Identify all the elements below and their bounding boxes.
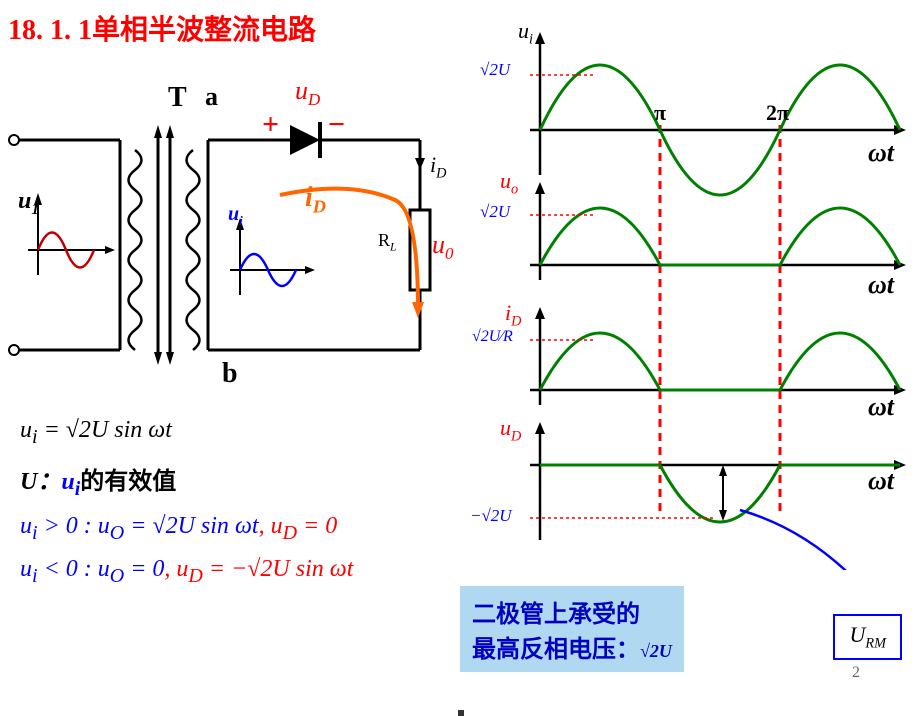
page-number: 2 bbox=[852, 664, 860, 682]
iD-arrow-label: iD bbox=[430, 152, 446, 182]
node-b-label: b bbox=[222, 358, 238, 390]
u1-label: u1 bbox=[18, 188, 39, 219]
ui-peak: √2U bbox=[480, 60, 510, 80]
RL-label: RL bbox=[378, 230, 397, 254]
iD-peak: √2U⁄R bbox=[472, 328, 513, 346]
conclusion-line1: 二极管上承受的 bbox=[472, 594, 672, 629]
conclusion-line2: 最高反相电压：√2U bbox=[472, 629, 672, 664]
wt-2: ωt bbox=[868, 270, 894, 300]
wt-4: ωt bbox=[868, 466, 894, 496]
ui-small-label: ui bbox=[228, 203, 243, 229]
uo-ylabel: uo bbox=[500, 168, 518, 198]
pi-label: π bbox=[654, 100, 666, 126]
title-text: 单相半波整流电路 bbox=[92, 15, 316, 46]
equation-4: ui < 0 : uO = 0, uD = −√2U sin ωt bbox=[20, 556, 460, 588]
ui-ylabel: ui bbox=[518, 18, 533, 48]
equation-3: ui > 0 : uO = √2U sin ωt, uD = 0 bbox=[20, 513, 460, 545]
uD-label: uD bbox=[295, 76, 320, 110]
wt-3: ωt bbox=[868, 392, 894, 422]
uo-peak: √2U bbox=[480, 202, 510, 222]
equation-1: ui = √2U sin ωt bbox=[20, 417, 460, 449]
equations-panel: ui = √2U sin ωt U：ui的有效值 ui > 0 : uO = √… bbox=[20, 405, 460, 600]
u0-label: u0 bbox=[432, 230, 453, 264]
iD-curve-label: iD bbox=[305, 182, 326, 218]
page-title: 18. 1. 1单相半波整流电路 bbox=[8, 8, 316, 48]
slide-marker bbox=[458, 710, 464, 716]
conclusion-box: 二极管上承受的 最高反相电压：√2U bbox=[460, 586, 684, 672]
waveforms-panel: ui √2U π 2π ωt uo √2U ωt iD √2U⁄R ωt uD … bbox=[470, 20, 910, 570]
transformer-label: T bbox=[168, 82, 187, 114]
urm-box: URM bbox=[833, 614, 902, 660]
circuit-diagram: T a b u1 uD + − iD iD RL u0 ui bbox=[0, 80, 460, 390]
plus-label: + bbox=[262, 108, 279, 142]
twopi-label: 2π bbox=[766, 100, 789, 126]
uD-ylabel: uD bbox=[500, 415, 521, 445]
title-number: 18. 1. 1 bbox=[8, 15, 92, 46]
waveforms-svg bbox=[470, 20, 910, 570]
uD-negpeak: −√2U bbox=[470, 506, 512, 526]
node-a-label: a bbox=[205, 82, 218, 112]
equation-2: U：ui的有效值 bbox=[20, 461, 460, 501]
minus-label: − bbox=[328, 108, 345, 142]
iD-ylabel: iD bbox=[505, 300, 521, 330]
wt-1: ωt bbox=[868, 138, 894, 168]
